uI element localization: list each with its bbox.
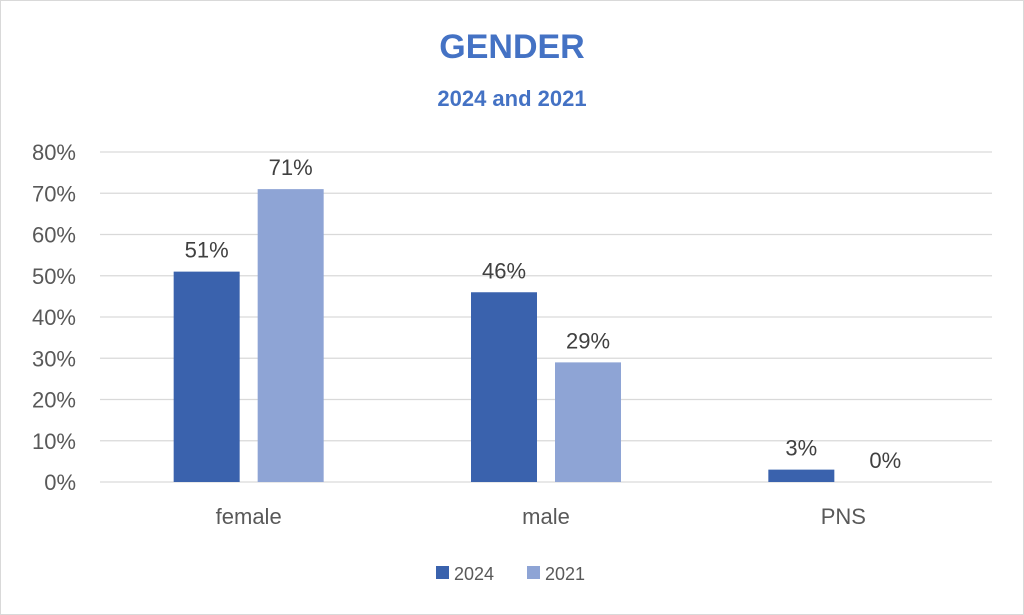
x-category-label: male — [522, 504, 570, 529]
legend-swatch-2021 — [527, 566, 540, 579]
data-label: 0% — [869, 448, 901, 473]
legend-swatch-2024 — [436, 566, 449, 579]
y-tick-label: 60% — [32, 223, 76, 248]
y-tick-label: 20% — [32, 388, 76, 413]
data-label: 51% — [185, 238, 229, 263]
y-tick-label: 80% — [32, 140, 76, 165]
data-label: 3% — [785, 436, 817, 461]
data-label: 46% — [482, 258, 526, 283]
chart-title: GENDER — [439, 28, 584, 66]
y-tick-label: 40% — [32, 305, 76, 330]
bar-2024-female — [173, 271, 240, 482]
bar-2021-female — [257, 189, 324, 482]
bar-2024-male — [471, 292, 537, 482]
y-tick-label: 30% — [32, 346, 76, 371]
legend-label: 2024 — [454, 564, 494, 584]
data-label: 71% — [269, 155, 313, 180]
x-category-label: female — [216, 504, 282, 529]
y-tick-label: 50% — [32, 264, 76, 289]
y-tick-label: 10% — [32, 429, 76, 454]
data-label: 29% — [566, 328, 610, 353]
bar-2021-male — [555, 362, 621, 482]
bar-2024-PNS — [768, 469, 835, 482]
y-tick-label: 70% — [32, 181, 76, 206]
chart-subtitle: 2024 and 2021 — [437, 86, 586, 111]
legend-label: 2021 — [545, 564, 585, 584]
y-tick-label: 0% — [44, 470, 76, 495]
x-category-label: PNS — [821, 504, 866, 529]
